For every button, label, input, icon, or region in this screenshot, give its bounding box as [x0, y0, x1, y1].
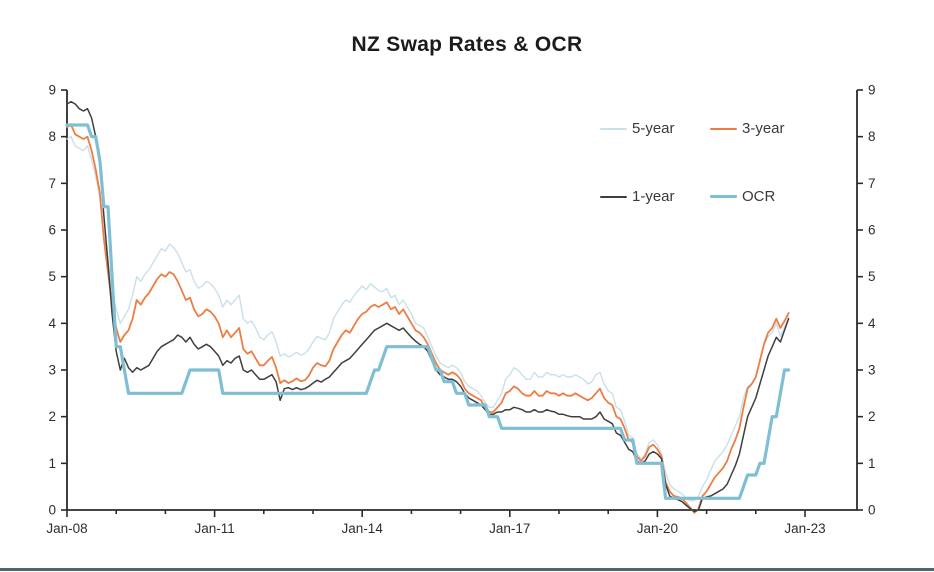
- y-tick-label-right: 7: [868, 176, 876, 191]
- x-tick-label: Jan-11: [194, 521, 234, 536]
- legend-label-3-year: 3-year: [742, 120, 785, 137]
- y-tick-label-right: 1: [868, 456, 876, 471]
- legend-label-ocr: OCR: [742, 188, 776, 205]
- y-tick-label-right: 6: [868, 223, 876, 238]
- x-tick-label: Jan-14: [342, 521, 384, 536]
- legend-label-5-year: 5-year: [632, 120, 675, 137]
- y-tick-label-left: 3: [48, 363, 56, 378]
- y-tick-label-right: 0: [868, 503, 876, 518]
- legend-line-5-year-icon: [600, 127, 627, 130]
- series-line-ocr: [65, 123, 791, 500]
- axis-spines: [66, 90, 858, 511]
- y-tick-label-left: 2: [48, 409, 56, 424]
- y-tick-label-right: 9: [868, 83, 876, 98]
- legend-item-ocr: OCR: [710, 188, 775, 205]
- x-tick-label: Jan-08: [46, 521, 87, 536]
- y-tick-label-left: 4: [48, 316, 56, 331]
- y-tick-label-right: 3: [868, 363, 876, 378]
- y-tick-label-right: 5: [868, 269, 876, 284]
- chart-title: NZ Swap Rates & OCR: [351, 33, 583, 56]
- y-tick-label-right: 2: [868, 409, 876, 424]
- y-tick-label-left: 0: [48, 503, 56, 518]
- bottom-divider-bar: [0, 568, 934, 571]
- x-tick-label: Jan-20: [637, 521, 678, 536]
- legend-item-1-year: 1-year: [600, 188, 675, 205]
- series-line-5-year: [66, 136, 790, 502]
- series-line-3-year: [66, 124, 790, 514]
- y-tick-label-left: 7: [48, 176, 56, 191]
- y-tick-label-left: 9: [48, 83, 56, 98]
- series-line-1-year: [66, 100, 790, 513]
- x-tick-label: Jan-23: [784, 521, 825, 536]
- legend-line-1-year-icon: [600, 195, 627, 198]
- y-tick-label-left: 5: [48, 269, 56, 284]
- y-tick-label-right: 8: [868, 129, 876, 144]
- legend-item-5-year: 5-year: [600, 120, 675, 137]
- legend-line-ocr-icon: [710, 194, 737, 199]
- legend-item-3-year: 3-year: [710, 120, 785, 137]
- x-tick-label: Jan-17: [489, 521, 530, 536]
- legend-label-1-year: 1-year: [632, 188, 675, 205]
- y-tick-label-left: 1: [48, 456, 56, 471]
- legend-line-3-year-icon: [710, 127, 737, 130]
- y-tick-label-left: 6: [48, 223, 56, 238]
- y-tick-label-left: 8: [48, 129, 56, 144]
- y-tick-label-right: 4: [868, 316, 876, 331]
